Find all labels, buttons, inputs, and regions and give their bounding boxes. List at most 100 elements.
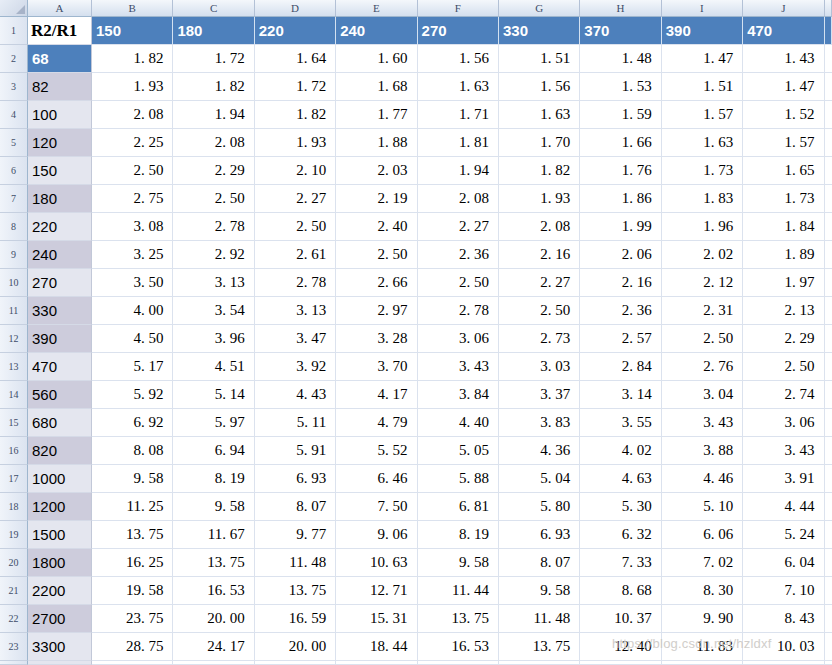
data-cell[interactable]: 3. 37 — [499, 381, 580, 409]
data-cell[interactable]: 3. 50 — [92, 269, 173, 297]
column-title-cell[interactable]: 150 — [92, 17, 173, 45]
data-cell[interactable]: 1. 56 — [499, 73, 580, 101]
data-cell[interactable]: 3. 91 — [743, 465, 824, 493]
column-header-D[interactable]: D — [255, 0, 336, 17]
data-cell[interactable]: 2. 74 — [743, 381, 824, 409]
data-cell[interactable]: 4. 02 — [580, 437, 661, 465]
column-header-F[interactable]: F — [418, 0, 499, 17]
data-cell[interactable]: 5. 05 — [418, 437, 499, 465]
data-cell[interactable]: 7. 33 — [580, 549, 661, 577]
data-cell[interactable]: 2. 36 — [418, 241, 499, 269]
data-cell[interactable]: 1. 86 — [580, 185, 661, 213]
data-cell[interactable]: 3. 55 — [580, 409, 661, 437]
data-cell[interactable]: 2. 50 — [418, 269, 499, 297]
column-header-H[interactable]: H — [580, 0, 661, 17]
data-cell[interactable]: 1. 96 — [662, 213, 743, 241]
data-cell[interactable]: 1. 73 — [743, 185, 824, 213]
data-cell[interactable]: 2. 08 — [499, 213, 580, 241]
data-cell[interactable]: 2. 06 — [580, 241, 661, 269]
data-cell[interactable]: 3. 04 — [662, 381, 743, 409]
data-cell[interactable]: 1. 63 — [418, 73, 499, 101]
data-cell[interactable]: 1. 63 — [662, 129, 743, 157]
data-cell[interactable]: 16. 53 — [173, 577, 254, 605]
data-cell[interactable]: 20. 00 — [255, 633, 336, 661]
data-cell[interactable]: 4. 79 — [336, 409, 417, 437]
data-cell[interactable]: 2. 78 — [173, 213, 254, 241]
row-label-cell[interactable]: 1000 — [28, 465, 92, 493]
data-cell[interactable]: 12. 71 — [336, 577, 417, 605]
data-cell[interactable]: 11. 48 — [499, 605, 580, 633]
column-header-G[interactable]: G — [499, 0, 580, 17]
data-cell[interactable]: 2. 16 — [499, 241, 580, 269]
data-cell[interactable]: 4. 43 — [255, 381, 336, 409]
data-cell[interactable]: 11. 48 — [255, 549, 336, 577]
data-cell[interactable]: 2. 75 — [92, 185, 173, 213]
row-label-cell[interactable]: 270 — [28, 269, 92, 297]
data-cell[interactable]: 2. 78 — [255, 269, 336, 297]
data-cell[interactable]: 13. 75 — [418, 605, 499, 633]
data-cell[interactable]: 2. 19 — [336, 185, 417, 213]
row-header-14[interactable]: 14 — [0, 381, 28, 409]
data-cell[interactable]: 2. 16 — [580, 269, 661, 297]
data-cell[interactable]: 1. 88 — [336, 129, 417, 157]
row-header-3[interactable]: 3 — [0, 73, 28, 101]
data-cell[interactable]: 3. 84 — [418, 381, 499, 409]
data-cell[interactable]: 2. 92 — [173, 241, 254, 269]
data-cell[interactable]: 1. 94 — [418, 157, 499, 185]
row-label-cell[interactable]: 1800 — [28, 549, 92, 577]
data-cell[interactable]: 5. 92 — [92, 381, 173, 409]
row-label-cell[interactable]: 470 — [28, 353, 92, 381]
data-cell[interactable]: 13. 75 — [92, 521, 173, 549]
data-cell[interactable]: 2. 25 — [92, 129, 173, 157]
column-title-cell[interactable]: 390 — [662, 17, 743, 45]
data-cell[interactable]: 7. 10 — [743, 577, 824, 605]
row-header-11[interactable]: 11 — [0, 297, 28, 325]
data-cell[interactable]: 3. 70 — [336, 353, 417, 381]
data-cell[interactable]: 3. 43 — [743, 437, 824, 465]
data-cell[interactable]: 8. 07 — [499, 549, 580, 577]
data-cell[interactable]: 2. 02 — [662, 241, 743, 269]
data-cell[interactable]: 2. 50 — [255, 213, 336, 241]
data-cell[interactable]: 5. 17 — [92, 353, 173, 381]
data-cell[interactable]: 3. 06 — [743, 409, 824, 437]
column-title-cell[interactable]: 370 — [580, 17, 661, 45]
data-cell[interactable]: 1. 57 — [662, 101, 743, 129]
data-cell[interactable]: 1. 60 — [336, 45, 417, 73]
data-cell[interactable]: 6. 04 — [743, 549, 824, 577]
row-label-cell[interactable]: 150 — [28, 157, 92, 185]
data-cell[interactable]: 1. 83 — [662, 185, 743, 213]
data-cell[interactable]: 13. 75 — [173, 549, 254, 577]
data-cell[interactable]: 5. 91 — [255, 437, 336, 465]
data-cell[interactable]: 9. 06 — [336, 521, 417, 549]
data-cell[interactable]: 1. 48 — [580, 45, 661, 73]
column-title-cell[interactable]: 470 — [743, 17, 824, 45]
data-cell[interactable]: 2. 50 — [743, 353, 824, 381]
data-cell[interactable]: 2. 08 — [92, 101, 173, 129]
data-cell[interactable]: 8. 43 — [743, 605, 824, 633]
data-cell[interactable]: 5. 04 — [499, 465, 580, 493]
data-cell[interactable]: 6. 92 — [92, 409, 173, 437]
row-label-cell[interactable]: 82 — [28, 73, 92, 101]
data-cell[interactable]: 2. 76 — [662, 353, 743, 381]
row-header-15[interactable]: 15 — [0, 409, 28, 437]
data-cell[interactable]: 1. 76 — [580, 157, 661, 185]
data-cell[interactable]: 1. 59 — [580, 101, 661, 129]
row-header-13[interactable]: 13 — [0, 353, 28, 381]
data-cell[interactable]: 4. 46 — [662, 465, 743, 493]
data-cell[interactable]: 16. 59 — [255, 605, 336, 633]
row-header-6[interactable]: 6 — [0, 157, 28, 185]
data-cell[interactable]: 2. 97 — [336, 297, 417, 325]
data-cell[interactable]: 1. 43 — [743, 45, 824, 73]
data-cell[interactable]: 1. 51 — [499, 45, 580, 73]
row-label-cell[interactable]: 240 — [28, 241, 92, 269]
data-cell[interactable]: 2. 61 — [255, 241, 336, 269]
data-cell[interactable]: 13. 75 — [255, 577, 336, 605]
data-cell[interactable]: 1. 99 — [580, 213, 661, 241]
data-cell[interactable]: 1. 65 — [743, 157, 824, 185]
row-header-2[interactable]: 2 — [0, 45, 28, 73]
data-cell[interactable]: 6. 81 — [418, 493, 499, 521]
data-cell[interactable]: 2. 50 — [336, 241, 417, 269]
data-cell[interactable]: 2. 57 — [580, 325, 661, 353]
row-header-7[interactable]: 7 — [0, 185, 28, 213]
data-cell[interactable]: 3. 13 — [255, 297, 336, 325]
